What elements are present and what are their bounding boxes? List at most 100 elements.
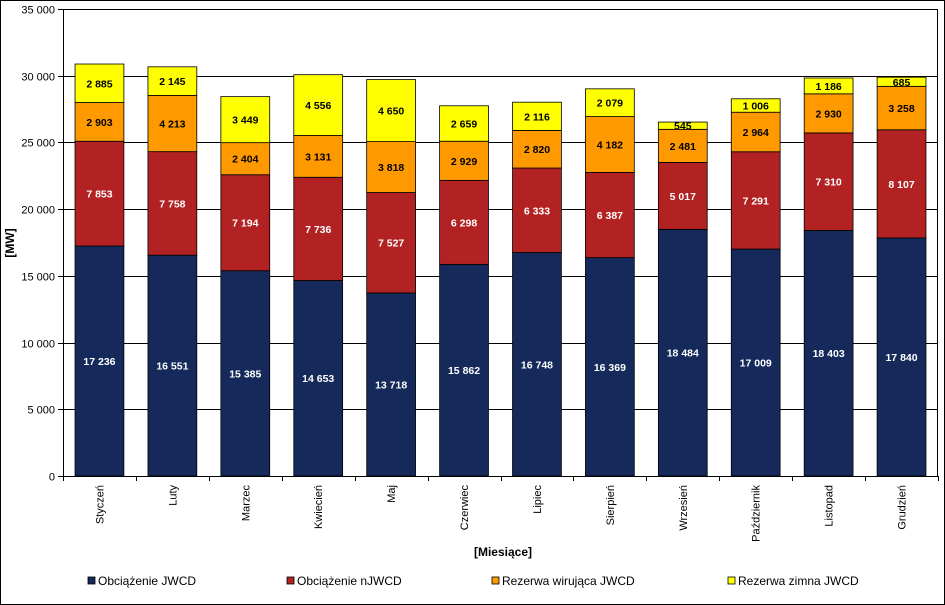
- legend-swatch: [491, 576, 500, 585]
- bar-segment: [74, 63, 125, 103]
- x-tick-label: Marzec: [240, 485, 252, 522]
- bar-segment: [293, 74, 344, 136]
- data-label: 5 017: [670, 191, 696, 203]
- data-label: 545: [674, 121, 692, 133]
- data-label: 15 862: [448, 365, 480, 377]
- data-label: 4 213: [159, 119, 185, 131]
- bar-segment: [803, 77, 854, 95]
- y-tick-label: 35 000: [21, 5, 55, 17]
- bar-segment: [730, 151, 781, 250]
- bar-segment: [439, 263, 489, 477]
- data-label: 2 903: [86, 117, 112, 129]
- axes: [58, 9, 939, 481]
- data-label: 2 404: [232, 154, 258, 166]
- bar-segment: [366, 79, 416, 142]
- y-tick-label: 10 000: [21, 339, 55, 351]
- bar-segment: [657, 128, 708, 163]
- data-label: 3 131: [305, 151, 331, 163]
- bar-segment: [147, 95, 198, 153]
- x-tick-label: Grudzień: [897, 485, 909, 530]
- y-tick-label: 5 000: [27, 405, 55, 417]
- data-label: 18 484: [667, 348, 699, 360]
- data-label: 4 650: [378, 106, 404, 118]
- bar-segment: [366, 292, 416, 477]
- data-label: 6 387: [597, 210, 623, 222]
- bar-segment: [439, 105, 489, 142]
- bar-segment: [74, 102, 125, 142]
- legend-label: Obciążenie JWCD: [98, 574, 196, 588]
- y-tick-label: 15 000: [21, 272, 55, 284]
- data-label: 685: [893, 77, 911, 89]
- bar-segment: [585, 88, 635, 117]
- bar-segment: [220, 96, 271, 144]
- bar-segment: [220, 174, 271, 272]
- data-label: 3 449: [232, 115, 258, 127]
- data-label: 7 758: [159, 198, 185, 210]
- legend-label: Rezerwa zimna JWCD: [738, 574, 859, 588]
- bar-segment: [512, 101, 562, 131]
- x-tick-label: Maj: [386, 485, 398, 503]
- y-axis-title: [MW]: [3, 228, 17, 257]
- x-tick-label: Czerwiec: [459, 485, 471, 531]
- bar-segment: [876, 129, 927, 239]
- bar-segment: [293, 135, 344, 178]
- bar-segment: [657, 228, 708, 477]
- data-label: 13 718: [375, 379, 407, 391]
- x-tick-label: Luty: [167, 485, 179, 506]
- data-label: 7 310: [815, 177, 841, 189]
- data-label: 2 079: [597, 98, 623, 110]
- data-label: 1 006: [743, 101, 769, 113]
- data-label: 17 840: [885, 352, 917, 364]
- bar-segment: [293, 176, 344, 281]
- data-label: 2 885: [86, 78, 112, 90]
- tick-labels: 0 5 000 10 000 15 000 20 000 25 000 30 000 35 0…: [21, 5, 908, 542]
- bar-segment: [876, 85, 927, 131]
- bar-segment: [657, 121, 708, 130]
- data-label: 7 527: [378, 238, 404, 250]
- bar-segment: [220, 142, 271, 176]
- bar-segment: [147, 151, 198, 256]
- data-label: 15 385: [229, 368, 261, 380]
- data-label: 8 107: [888, 179, 914, 191]
- data-label: 17 009: [740, 358, 772, 370]
- bar-segment: [366, 192, 416, 294]
- data-label: 2 820: [524, 144, 550, 156]
- data-label: 4 556: [305, 100, 331, 112]
- data-label: 17 236: [83, 356, 115, 368]
- bar-segment: [147, 254, 198, 477]
- legend-swatch: [87, 576, 96, 585]
- data-label: 2 145: [159, 76, 185, 88]
- data-label: 2 964: [743, 127, 769, 139]
- bar-segment: [730, 98, 781, 113]
- data-label: 7 853: [86, 189, 112, 201]
- data-label: 6 298: [451, 217, 477, 229]
- data-label: 16 748: [521, 359, 553, 371]
- x-tick-label: Sierpień: [605, 485, 617, 525]
- data-label: 3 818: [378, 162, 404, 174]
- bar-segment: [147, 66, 198, 96]
- bar-segment: [439, 140, 489, 181]
- legend-label: Rezerwa wirująca JWCD: [502, 574, 635, 588]
- bar-segment: [366, 141, 416, 193]
- x-tick-label: Kwiecień: [313, 485, 325, 529]
- x-tick-label: Wrzesień: [678, 485, 690, 531]
- y-tick-label: 25 000: [21, 138, 55, 150]
- bar-segment: [512, 252, 562, 477]
- data-label: 4 182: [597, 139, 623, 151]
- data-label: 16 369: [594, 362, 626, 374]
- data-label: 6 333: [524, 205, 550, 217]
- data-label: 1 186: [815, 81, 841, 93]
- bar-segment: [803, 230, 854, 477]
- data-label: 18 403: [813, 348, 845, 360]
- legend-label: Obciążenie nJWCD: [297, 574, 402, 588]
- y-tick-label: 30 000: [21, 72, 55, 84]
- y-tick-label: 0: [49, 472, 55, 484]
- data-label: 3 258: [888, 103, 914, 115]
- bar-segment: [293, 280, 344, 477]
- x-axis-title: [Miesiące]: [474, 545, 532, 559]
- bar-segment: [876, 76, 927, 87]
- data-label: 7 736: [305, 224, 331, 236]
- bar-segment: [74, 140, 125, 247]
- data-label: 16 551: [156, 361, 188, 373]
- data-label: 2 659: [451, 119, 477, 131]
